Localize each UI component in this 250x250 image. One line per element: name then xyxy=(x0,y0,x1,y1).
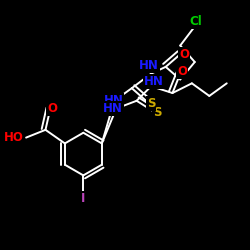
Text: S: S xyxy=(147,97,156,110)
Text: S: S xyxy=(153,106,161,119)
Text: O: O xyxy=(47,102,57,115)
Text: O: O xyxy=(179,48,189,61)
Text: HO: HO xyxy=(4,131,24,144)
Text: HN: HN xyxy=(102,102,122,115)
Text: HN: HN xyxy=(139,60,159,72)
Text: HO: HO xyxy=(2,131,22,144)
Text: Cl: Cl xyxy=(189,15,202,28)
Text: O: O xyxy=(47,102,57,115)
Text: HN: HN xyxy=(144,75,164,88)
Text: I: I xyxy=(81,192,86,205)
Text: HN: HN xyxy=(104,94,123,107)
Text: O: O xyxy=(177,65,187,78)
Text: I: I xyxy=(81,192,86,205)
